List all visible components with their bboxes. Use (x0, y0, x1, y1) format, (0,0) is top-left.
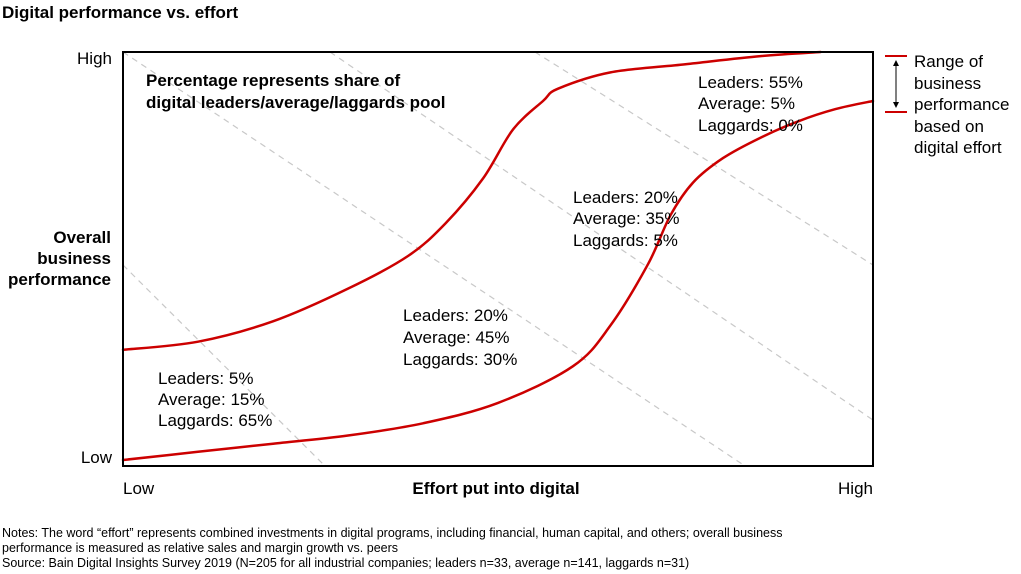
legend-text-line: based on (914, 117, 984, 136)
zone-label-line: Laggards: 30% (403, 350, 517, 369)
plot-annotation: Percentage represents share of digital l… (146, 71, 446, 112)
y-axis-label-line: performance (8, 270, 111, 289)
y-tick-high: High (77, 49, 112, 68)
annotation-line: digital leaders/average/laggards pool (146, 93, 446, 112)
upper-boundary-curve (121, 50, 822, 352)
notes-line-2: performance is measured as relative sale… (2, 541, 399, 555)
zone-label-line: Leaders: 55% (698, 73, 803, 92)
diagonal-guide-line (534, 52, 873, 266)
x-tick-high: High (838, 479, 873, 498)
zone-label-line: Average: 45% (403, 328, 509, 347)
zone-4-label: Leaders: 55% Average: 5% Laggards: 0% (698, 73, 803, 135)
zone-label-line: Leaders: 20% (403, 306, 508, 325)
zone-label-line: Laggards: 5% (573, 231, 678, 250)
zone-label-line: Average: 35% (573, 209, 679, 228)
x-axis-label: Effort put into digital (412, 479, 579, 498)
zone-label-line: Leaders: 5% (158, 369, 253, 388)
y-axis-label-line: Overall (53, 228, 111, 247)
curves-layer (121, 50, 875, 462)
legend-text-line: Range of (914, 52, 983, 71)
zone-label-line: Average: 15% (158, 390, 264, 409)
legend: Range of business performance based on d… (885, 52, 1009, 157)
legend-text-line: digital effort (914, 138, 1002, 157)
zone-label-line: Laggards: 0% (698, 116, 803, 135)
zone-label-line: Leaders: 20% (573, 188, 678, 207)
legend-text-line: business (914, 74, 981, 93)
y-axis-label: Overall business performance (8, 228, 111, 289)
chart-title: Digital performance vs. effort (2, 3, 239, 22)
legend-arrowhead-down-icon (893, 102, 899, 108)
zone-3-label: Leaders: 20% Average: 35% Laggards: 5% (573, 188, 679, 250)
zone-label-line: Laggards: 65% (158, 411, 272, 430)
lower-boundary-curve (121, 99, 875, 462)
y-tick-low: Low (81, 448, 113, 467)
legend-text-line: performance (914, 95, 1009, 114)
diagonal-guides (123, 52, 873, 466)
annotation-line: Percentage represents share of (146, 71, 401, 90)
zone-1-label: Leaders: 5% Average: 15% Laggards: 65% (158, 369, 272, 430)
legend-arrowhead-up-icon (893, 60, 899, 66)
diagonal-guide-line (123, 52, 746, 466)
diagonal-guide-line (123, 264, 326, 466)
x-tick-low: Low (123, 479, 155, 498)
notes-line-1: Notes: The word “effort” represents comb… (2, 526, 783, 540)
plot-frame (122, 51, 874, 467)
source-line: Source: Bain Digital Insights Survey 201… (2, 556, 690, 570)
y-axis-label-line: business (37, 249, 111, 268)
zone-2-label: Leaders: 20% Average: 45% Laggards: 30% (403, 306, 517, 369)
zone-label-line: Average: 5% (698, 94, 795, 113)
